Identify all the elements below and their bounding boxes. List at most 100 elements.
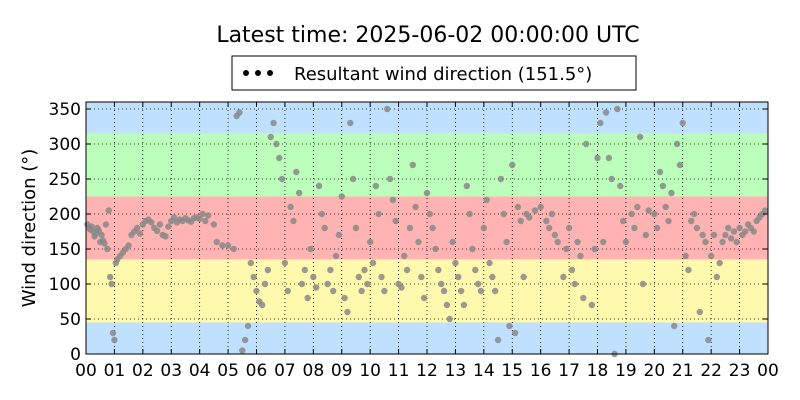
data-point	[727, 235, 735, 242]
y-tick-label: 200	[49, 205, 81, 225]
data-point	[614, 105, 621, 113]
data-point	[574, 238, 581, 246]
data-point	[489, 273, 496, 281]
x-tick-label: 18	[587, 361, 609, 381]
data-point	[406, 224, 414, 232]
data-point	[725, 224, 732, 232]
data-point	[642, 231, 650, 239]
data-point	[403, 266, 411, 274]
data-point	[355, 273, 362, 281]
x-tick-label: 09	[331, 361, 353, 381]
legend-dot	[255, 70, 261, 76]
data-point	[440, 287, 448, 295]
data-point	[125, 242, 132, 249]
data-point	[170, 214, 178, 221]
data-point	[327, 266, 334, 274]
data-point	[497, 175, 505, 183]
data-point	[398, 284, 405, 291]
data-point	[671, 322, 678, 330]
y-tick-label: 100	[49, 275, 81, 295]
data-point	[577, 252, 584, 260]
data-point	[369, 259, 377, 267]
data-point	[287, 203, 294, 211]
data-point	[104, 245, 111, 253]
data-point	[560, 273, 567, 281]
data-point	[506, 322, 513, 330]
data-point	[520, 273, 527, 281]
data-point	[101, 240, 108, 247]
data-point	[420, 294, 428, 302]
data-point	[474, 280, 482, 288]
data-point	[318, 210, 326, 218]
data-point	[165, 223, 172, 230]
data-point	[213, 238, 220, 246]
data-point	[713, 273, 721, 281]
data-point	[335, 231, 343, 239]
data-point	[230, 245, 237, 253]
x-tick-label: 12	[416, 361, 438, 381]
data-point	[239, 347, 246, 354]
data-point	[290, 217, 297, 225]
data-point	[699, 231, 706, 239]
data-point	[500, 210, 507, 218]
data-point	[204, 212, 212, 219]
data-point	[352, 224, 360, 232]
data-point	[514, 203, 522, 211]
band-4	[86, 102, 768, 134]
data-point	[202, 217, 209, 225]
x-tick-label: 10	[359, 361, 381, 381]
data-point	[599, 238, 607, 246]
data-point	[156, 221, 164, 228]
data-point	[236, 109, 243, 116]
x-tick-label: 16	[530, 361, 552, 381]
data-point	[622, 238, 630, 246]
data-point	[634, 203, 641, 211]
data-point	[662, 203, 669, 211]
data-points	[84, 105, 769, 358]
data-point	[429, 224, 436, 232]
data-point	[210, 221, 218, 228]
data-point	[338, 193, 345, 200]
data-point	[517, 217, 524, 225]
data-point	[162, 233, 169, 240]
data-point	[276, 154, 283, 162]
data-point	[472, 266, 479, 274]
data-point	[281, 259, 289, 267]
data-point	[244, 322, 252, 330]
data-point	[565, 224, 573, 232]
data-point	[628, 210, 635, 218]
data-point	[358, 287, 365, 295]
data-point	[568, 266, 576, 274]
data-point	[636, 133, 644, 141]
data-point	[415, 238, 422, 246]
data-point	[690, 210, 698, 218]
data-point	[469, 245, 476, 253]
data-point	[588, 301, 596, 309]
chart-title: Latest time: 2025-06-02 00:00:00 UTC	[216, 23, 639, 48]
data-point	[480, 224, 488, 232]
data-point	[438, 280, 445, 288]
legend: Resultant wind direction (151.5°)	[231, 55, 637, 91]
data-point	[719, 238, 726, 246]
data-point	[298, 280, 306, 288]
data-point	[153, 227, 161, 234]
data-point	[486, 259, 493, 267]
data-point	[702, 238, 709, 246]
data-point	[605, 154, 613, 162]
data-point	[361, 266, 368, 274]
x-tick-label: 08	[303, 361, 325, 381]
data-point	[384, 105, 391, 113]
x-tick-label: 13	[445, 361, 467, 381]
data-point	[651, 210, 658, 218]
data-point	[108, 280, 115, 288]
y-tick-label: 50	[59, 310, 81, 330]
data-point	[111, 336, 118, 344]
axis-ticks	[85, 102, 769, 355]
legend-marker	[243, 70, 273, 76]
data-point	[247, 259, 255, 267]
data-point	[639, 280, 647, 288]
data-point	[710, 231, 718, 239]
data-point	[364, 280, 371, 288]
data-point	[645, 207, 652, 214]
data-point	[293, 168, 300, 176]
